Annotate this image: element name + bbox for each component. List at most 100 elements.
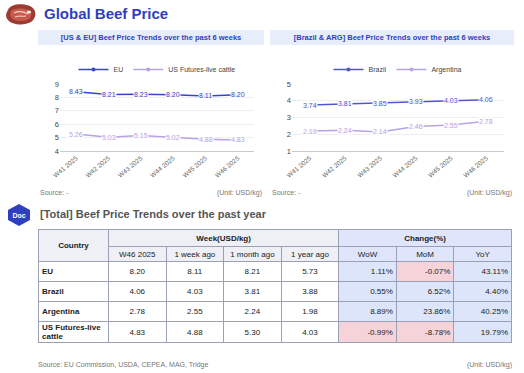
svg-text:3.93: 3.93	[409, 98, 423, 105]
svg-text:5: 5	[287, 80, 291, 89]
html-text:43.11%: 43.11%	[481, 267, 508, 276]
svg-text:3.74: 3.74	[303, 102, 317, 109]
svg-text:5.02: 5.02	[166, 134, 180, 141]
html-text:Source: -: Source: -	[40, 189, 69, 196]
svg-text:4.06: 4.06	[479, 96, 493, 103]
html-text:19.79%: 19.79%	[480, 327, 508, 337]
html-text:1.11%: 1.11%	[370, 267, 393, 276]
html-text:4.03: 4.03	[187, 287, 203, 296]
svg-text:2.55: 2.55	[444, 122, 458, 129]
svg-text:W44 2025: W44 2025	[391, 154, 418, 179]
svg-text:Doc: Doc	[12, 212, 25, 219]
svg-text:4: 4	[287, 96, 291, 105]
html-text:8.11: 8.11	[187, 267, 203, 276]
html-text:4.40%: 4.40%	[485, 287, 508, 296]
svg-text:8.20: 8.20	[231, 91, 245, 98]
svg-text:Brazil: Brazil	[369, 66, 387, 73]
svg-text:9: 9	[55, 80, 59, 89]
svg-text:8.23: 8.23	[134, 91, 148, 98]
html-text:23.86%: 23.86%	[423, 307, 451, 316]
svg-text:8: 8	[55, 93, 59, 102]
svg-text:W41 2025: W41 2025	[285, 154, 312, 179]
html-text:5.73: 5.73	[302, 267, 318, 276]
svg-text:EU: EU	[114, 66, 124, 73]
html-text:4.88: 4.88	[187, 327, 203, 337]
html-text:3.88: 3.88	[302, 287, 318, 296]
html-text:5.30: 5.30	[244, 327, 261, 337]
svg-text:2.78: 2.78	[479, 118, 493, 125]
html-text:40.25%: 40.25%	[480, 307, 508, 316]
html-text:1 week ago: 1 week ago	[174, 249, 216, 259]
html-text:W46 2025: W46 2025	[119, 249, 156, 259]
svg-text:W43 2025: W43 2025	[356, 154, 383, 179]
svg-text:3.85: 3.85	[373, 100, 387, 107]
html-text:6.52%: 6.52%	[427, 287, 451, 296]
svg-text:4.03: 4.03	[444, 97, 458, 104]
svg-text:W42 2025: W42 2025	[84, 154, 111, 179]
svg-text:W43 2025: W43 2025	[116, 154, 143, 179]
svg-text:2.46: 2.46	[409, 123, 423, 130]
html-text:YoY: YoY	[475, 249, 490, 259]
html-text:8.20: 8.20	[129, 267, 146, 276]
html-text:Week(USD/kg): Week(USD/kg)	[196, 233, 251, 243]
html-text:4.83: 4.83	[129, 327, 146, 337]
html-text:3.81: 3.81	[244, 287, 261, 296]
html-text:-0.99%: -0.99%	[367, 327, 393, 337]
html-text:Global Beef Price: Global Beef Price	[44, 5, 169, 22]
svg-text:Argentina: Argentina	[431, 66, 461, 74]
html-text:-8.78%: -8.78%	[425, 327, 451, 337]
svg-text:8.21: 8.21	[102, 91, 116, 98]
svg-text:W42 2025: W42 2025	[321, 154, 348, 179]
html-text:Argentina: Argentina	[42, 307, 80, 316]
html-text:8.21: 8.21	[244, 267, 261, 276]
svg-text:3.81: 3.81	[338, 100, 352, 107]
html-text:Brazil: Brazil	[42, 287, 64, 296]
html-text:4.06: 4.06	[129, 287, 146, 296]
svg-text:W45 2025: W45 2025	[427, 154, 454, 179]
svg-text:8.11: 8.11	[199, 92, 212, 99]
html-text:-0.07%: -0.07%	[425, 267, 451, 276]
svg-text:W45 2025: W45 2025	[181, 154, 208, 179]
html-text:Country: Country	[58, 241, 89, 250]
svg-text:8.43: 8.43	[69, 88, 83, 95]
svg-text:W46 2025: W46 2025	[462, 154, 489, 179]
html-text:[US & EU] Beef Price Trends ov: [US & EU] Beef Price Trends over the pas…	[60, 33, 242, 42]
svg-text:4.83: 4.83	[231, 136, 245, 143]
svg-text:5: 5	[55, 133, 59, 142]
svg-text:2.24: 2.24	[338, 127, 352, 134]
svg-text:5.15: 5.15	[134, 132, 148, 139]
html-text:4.03: 4.03	[302, 327, 318, 337]
html-text:2.55: 2.55	[187, 307, 203, 316]
svg-text:US Futures-live cattle: US Futures-live cattle	[168, 66, 235, 73]
html-text:1.98: 1.98	[302, 307, 318, 316]
html-text:MoM: MoM	[416, 249, 434, 259]
html-text:(Unit: USD/kg): (Unit: USD/kg)	[216, 189, 262, 196]
html-text:8.89%: 8.89%	[370, 307, 393, 316]
svg-text:8.20: 8.20	[166, 91, 180, 98]
svg-text:3: 3	[287, 113, 291, 122]
html-text:[Brazil & ARG] Beef Price Tren: [Brazil & ARG] Beef Price Trends over th…	[293, 33, 491, 42]
svg-text:2.19: 2.19	[303, 128, 317, 135]
svg-text:W46 2025: W46 2025	[213, 154, 240, 179]
svg-text:6: 6	[55, 120, 59, 129]
svg-text:5.26: 5.26	[69, 131, 83, 138]
html-text:EU: EU	[42, 267, 54, 276]
svg-text:4.88: 4.88	[199, 136, 213, 143]
svg-text:1: 1	[287, 147, 291, 156]
html-text:2.78: 2.78	[129, 307, 146, 316]
svg-text:W44 2025: W44 2025	[149, 154, 176, 179]
svg-text:7: 7	[55, 106, 59, 115]
svg-text:5.03: 5.03	[102, 134, 116, 141]
html-text:WoW: WoW	[357, 249, 378, 259]
svg-text:W41 2025: W41 2025	[52, 154, 79, 179]
html-text:US Futures-live cattle: US Futures-live cattle	[42, 323, 101, 341]
svg-text:2: 2	[287, 130, 291, 139]
html-text:2.24: 2.24	[244, 307, 261, 316]
html-text:1 month ago: 1 month ago	[230, 249, 275, 259]
svg-text:2.14: 2.14	[373, 128, 387, 135]
html-text:1 year ago: 1 year ago	[291, 249, 329, 259]
svg-text:4: 4	[55, 147, 59, 156]
html-text:0.55%: 0.55%	[370, 287, 393, 296]
html-text:[Total] Beef Price Trends over: [Total] Beef Price Trends over the past …	[40, 208, 266, 220]
html-text:Change(%): Change(%)	[404, 233, 446, 243]
